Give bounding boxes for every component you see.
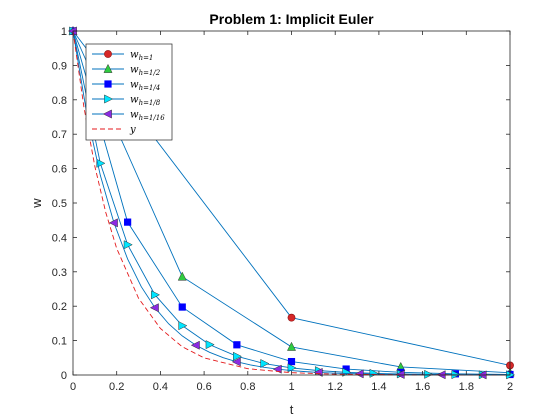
series-5-marker bbox=[108, 218, 118, 228]
chart-title: Problem 1: Implicit Euler bbox=[209, 11, 374, 27]
legend-swatch-marker bbox=[104, 50, 112, 58]
legend-entry-3: wh=1/4 bbox=[92, 80, 160, 93]
series-2-marker bbox=[286, 341, 297, 351]
x-tick-label: 2 bbox=[507, 381, 513, 393]
legend-label: wh=1/16 bbox=[130, 110, 165, 123]
series-1-marker bbox=[287, 313, 296, 322]
x-tick-label: 1.4 bbox=[371, 381, 386, 393]
series-4-marker bbox=[233, 351, 243, 361]
legend-entry-1: wh=1 bbox=[92, 50, 153, 63]
y-tick-label: 0.4 bbox=[52, 232, 67, 244]
legend-swatch-marker bbox=[104, 80, 112, 88]
legend-swatch-marker bbox=[103, 63, 113, 73]
y-tick-label: 0.6 bbox=[52, 164, 67, 176]
y-tick-label: 0 bbox=[61, 370, 67, 382]
legend-label: wh=1/2 bbox=[130, 65, 161, 78]
x-tick-label: 1.2 bbox=[328, 381, 343, 393]
series-4-marker bbox=[151, 290, 161, 300]
series-3-marker bbox=[287, 357, 296, 366]
y-tick-label: 0.8 bbox=[52, 95, 67, 107]
x-tick-label: 1 bbox=[288, 381, 294, 393]
series-4-marker bbox=[260, 359, 270, 369]
series-5-marker bbox=[149, 303, 159, 313]
y-tick-label: 0.1 bbox=[52, 336, 67, 348]
series-5-marker bbox=[354, 369, 364, 379]
legend-entry-5: wh=1/16 bbox=[92, 109, 165, 123]
series-6 bbox=[72, 30, 511, 376]
legend-label: wh=1/8 bbox=[130, 95, 161, 108]
x-tick-label: 0.8 bbox=[240, 381, 255, 393]
x-axis-label: t bbox=[290, 402, 294, 417]
series-4-marker bbox=[205, 340, 215, 350]
x-tick-label: 1.8 bbox=[459, 381, 474, 393]
series-5-marker bbox=[190, 340, 200, 350]
y-tick-label: 0.9 bbox=[52, 60, 67, 72]
x-tick-label: 0.2 bbox=[109, 381, 124, 393]
legend-swatch-marker bbox=[102, 109, 112, 119]
x-tick-label: 0.4 bbox=[153, 381, 168, 393]
legend-swatch-marker bbox=[104, 94, 114, 104]
series-3-marker bbox=[342, 365, 350, 373]
legend-label: wh=1 bbox=[130, 50, 153, 63]
series-4-marker bbox=[96, 158, 106, 168]
series-2-marker bbox=[177, 271, 187, 281]
legend-label: wh=1/4 bbox=[130, 80, 160, 93]
series-3-marker bbox=[233, 341, 241, 349]
y-axis-label: w bbox=[29, 198, 44, 209]
y-tick-label: 0.5 bbox=[52, 198, 67, 210]
y-tick-label: 0.7 bbox=[52, 129, 67, 141]
axes-layer: 0 0.2 0.4 0.6 0.8 1 1.2 1.4 1.6 1.8 2 0 0.1 0.2 0.3 0.4… bbox=[52, 26, 513, 393]
series-3-marker bbox=[124, 218, 132, 226]
legend-label: y bbox=[129, 125, 136, 136]
series-5-marker bbox=[231, 357, 241, 367]
x-tick-label: 0 bbox=[70, 381, 76, 393]
legend-box bbox=[85, 43, 173, 141]
legend-entry-2: wh=1/2 bbox=[92, 63, 161, 78]
y-tick-label: 1 bbox=[61, 26, 67, 38]
x-tick-label: 0.6 bbox=[196, 381, 211, 393]
y-tick-label: 0.3 bbox=[52, 267, 67, 279]
legend-entry-6: y bbox=[92, 125, 136, 136]
series-3-marker bbox=[178, 303, 186, 311]
series-6-line bbox=[72, 30, 511, 376]
series-4-marker bbox=[123, 240, 133, 250]
y-tick-label: 0.2 bbox=[52, 301, 67, 313]
series-5-marker bbox=[313, 367, 323, 377]
series-4-marker bbox=[178, 321, 188, 331]
legend-entry-4: wh=1/8 bbox=[92, 94, 161, 108]
x-tick-label: 1.6 bbox=[415, 381, 430, 393]
legend: wh=1 wh=1/2 wh=1/4 wh=1/8 wh=1/16 y bbox=[85, 43, 173, 141]
